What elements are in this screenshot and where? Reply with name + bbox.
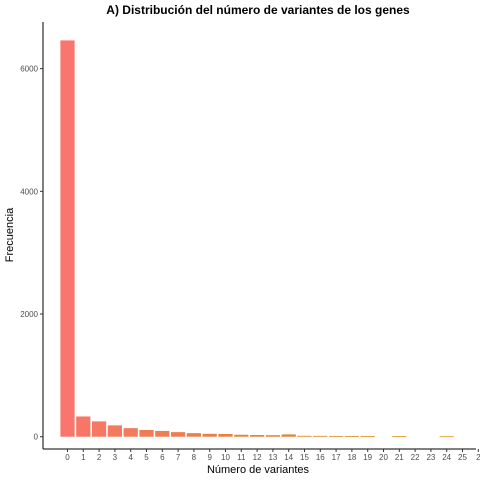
bar-10 bbox=[218, 433, 233, 437]
bar-6 bbox=[155, 430, 170, 437]
x-tick-label: 5 bbox=[144, 453, 149, 462]
x-tick-label: 13 bbox=[268, 453, 277, 462]
x-tick-label: 3 bbox=[113, 453, 118, 462]
y-tick-label: 6000 bbox=[20, 65, 38, 74]
x-tick-label: 14 bbox=[284, 453, 293, 462]
x-tick-label: 22 bbox=[411, 453, 420, 462]
bar-8 bbox=[186, 433, 202, 437]
bar-3 bbox=[107, 425, 123, 437]
x-tick-label: 17 bbox=[332, 453, 341, 462]
x-tick-label: 8 bbox=[192, 453, 197, 462]
x-tick-label: 7 bbox=[176, 453, 181, 462]
bar-18 bbox=[344, 436, 360, 437]
bar-7 bbox=[170, 432, 186, 437]
bar-24 bbox=[439, 436, 454, 438]
x-tick-label: 6 bbox=[160, 453, 165, 462]
x-tick-label: 2 bbox=[476, 453, 480, 462]
x-tick-label: 20 bbox=[379, 453, 388, 462]
x-tick-label: 11 bbox=[237, 453, 246, 462]
bar-17 bbox=[328, 435, 344, 437]
bar-1 bbox=[76, 416, 91, 437]
x-axis-title: Número de variantes bbox=[207, 464, 310, 476]
x-tick-label: 16 bbox=[316, 453, 325, 462]
bar-5 bbox=[139, 429, 154, 437]
bars-group bbox=[60, 40, 454, 438]
bar-21 bbox=[392, 436, 407, 438]
bar-14 bbox=[281, 434, 296, 437]
x-tick-label: 21 bbox=[395, 453, 404, 462]
y-tick-label: 2000 bbox=[20, 310, 38, 319]
bar-0 bbox=[60, 40, 75, 437]
x-tick-label: 4 bbox=[128, 453, 133, 462]
bar-15 bbox=[297, 435, 312, 437]
x-tick-label: 15 bbox=[300, 453, 309, 462]
bar-9 bbox=[202, 433, 217, 437]
y-axis-title: Frecuencia bbox=[4, 207, 16, 262]
bar-19 bbox=[360, 436, 375, 437]
x-tick-label: 0 bbox=[65, 453, 70, 462]
x-tick-label: 25 bbox=[458, 453, 467, 462]
x-tick-label: 9 bbox=[207, 453, 212, 462]
bar-16 bbox=[313, 435, 328, 437]
x-tick-label: 24 bbox=[442, 453, 451, 462]
bar-12 bbox=[249, 435, 265, 437]
x-tick-label: 12 bbox=[253, 453, 262, 462]
x-tick-label: 2 bbox=[97, 453, 102, 462]
x-tick-label: 19 bbox=[363, 453, 372, 462]
chart-title: A) Distribución del número de variantes … bbox=[106, 3, 410, 17]
bar-11 bbox=[234, 434, 249, 437]
y-tick-label: 4000 bbox=[20, 187, 38, 196]
x-tick-label: 23 bbox=[426, 453, 435, 462]
x-tick-label: 1 bbox=[81, 453, 86, 462]
y-tick-label: 0 bbox=[34, 433, 39, 442]
bar-2 bbox=[91, 421, 107, 437]
x-tick-label: 18 bbox=[347, 453, 356, 462]
bar-4 bbox=[123, 428, 138, 437]
x-tick-label: 10 bbox=[221, 453, 230, 462]
bar-13 bbox=[265, 435, 281, 437]
